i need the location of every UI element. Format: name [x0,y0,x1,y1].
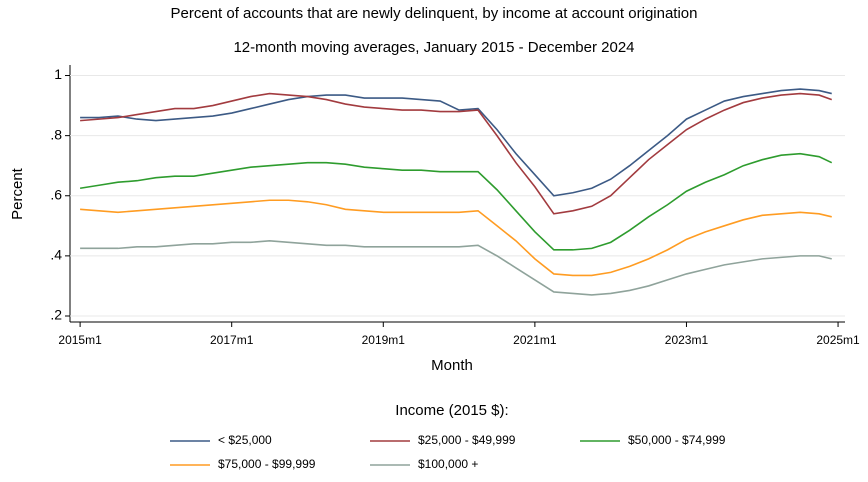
x-tick-label: 2017m1 [210,333,254,347]
series-line [80,240,832,296]
series-line [79,152,833,251]
legend-title: Income (2015 $): [395,402,508,419]
legend-label: $50,000 - $74,999 [628,433,726,447]
x-tick-label: 2019m1 [362,333,406,347]
chart-title: Percent of accounts that are newly delin… [171,5,698,22]
y-tick-label: .6 [50,186,62,202]
legend-label: $100,000 + [418,457,478,471]
legend-label: $75,000 - $99,999 [218,457,316,471]
x-tick-label: 2021m1 [513,333,557,347]
legend-label: < $25,000 [218,433,272,447]
x-axis-label: Month [431,357,473,374]
y-tick-label: .4 [50,247,62,263]
series-line [80,92,833,215]
x-tick-label: 2023m1 [665,333,709,347]
legend-label: $25,000 - $49,999 [418,433,516,447]
x-tick-label: 2025m1 [816,333,860,347]
x-tick-label: 2015m1 [58,333,102,347]
series-line [80,88,832,197]
y-axis-label: Percent [9,167,26,220]
chart-subtitle: 12-month moving averages, January 2015 -… [233,39,634,56]
y-tick-label: 1 [54,66,62,82]
y-tick-label: .2 [50,307,62,323]
y-tick-label: .8 [50,126,62,142]
series-line [80,199,832,277]
